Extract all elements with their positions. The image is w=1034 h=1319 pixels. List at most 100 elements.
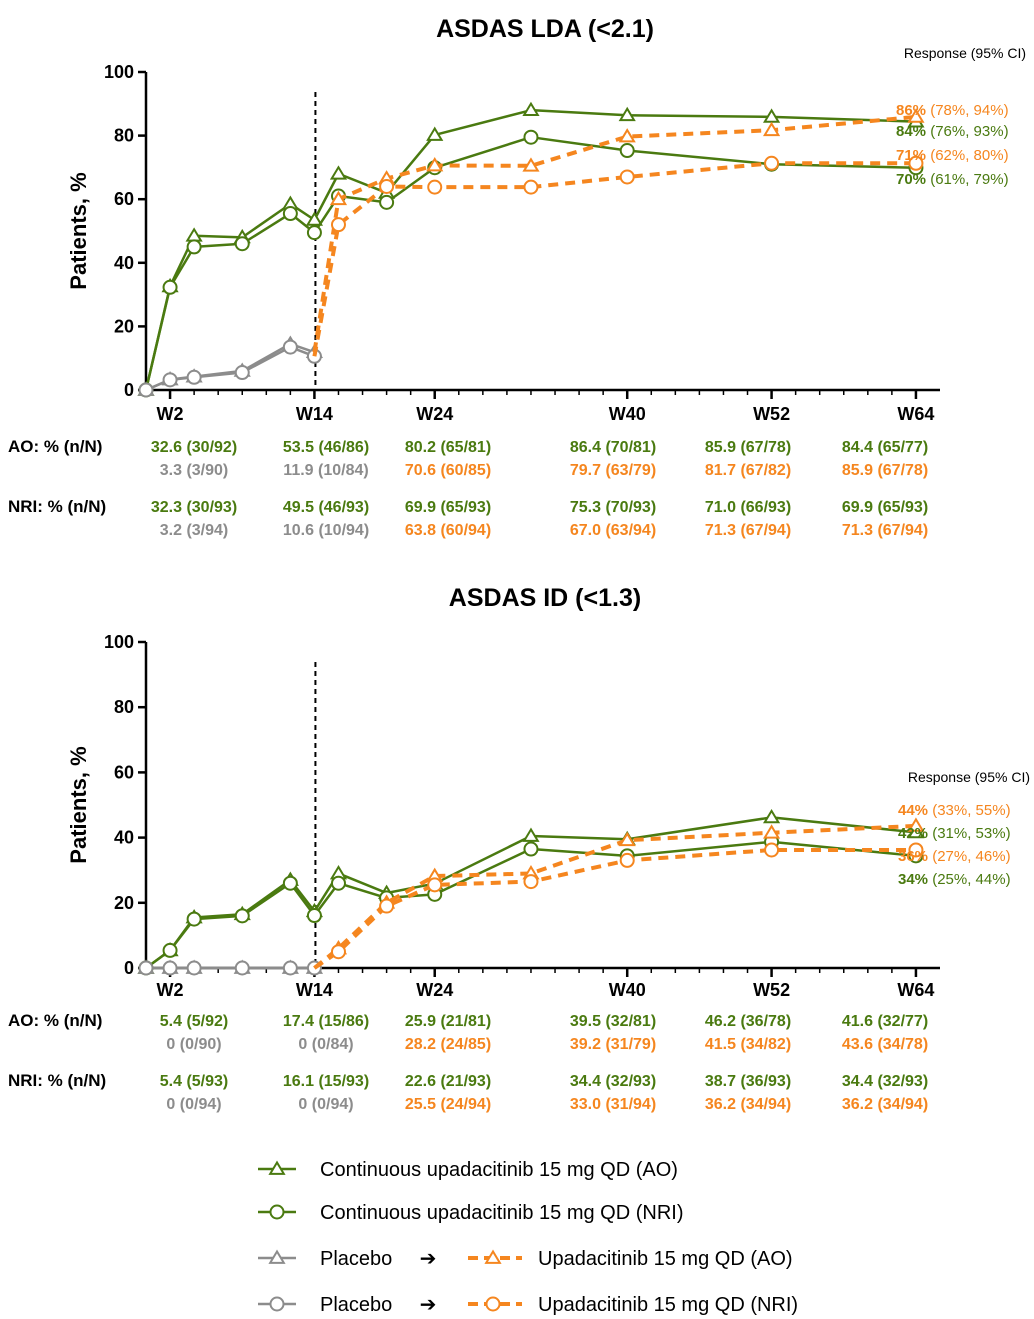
response-ci: (78%, 94%) (926, 102, 1009, 119)
table-cell: 0 (0/90) (166, 1036, 221, 1053)
y-axis-label: Patients, % (66, 746, 91, 863)
data-point (379, 898, 395, 914)
legend-item-2: Placebo ➔ Upadacitinib 15 mg QD (AO) (258, 1248, 793, 1270)
x-tick-label: W2 (157, 404, 184, 424)
data-point (186, 960, 202, 976)
series-line (313, 823, 917, 970)
table-cell: 38.7 (36/93) (705, 1073, 791, 1090)
response-pct: 70% (896, 171, 926, 188)
data-point (618, 128, 636, 143)
table-cell: 79.7 (63/79) (570, 462, 656, 479)
y-tick-label: 40 (114, 828, 134, 848)
table-cell: 69.9 (65/93) (842, 499, 928, 516)
table-cell: 67.0 (63/94) (570, 522, 656, 539)
chart-title: ASDAS LDA (<2.1) (436, 15, 654, 43)
y-axis-label: Patients, % (66, 172, 91, 289)
table-cell: 80.2 (65/81) (405, 439, 491, 456)
table-cell: 3.2 (3/94) (160, 522, 228, 539)
data-point (618, 106, 636, 122)
data-point (908, 842, 924, 858)
data-point (427, 179, 443, 195)
arrow-icon: ➔ (420, 1248, 437, 1270)
row-label-nri: NRI: % (n/N) (8, 497, 106, 516)
data-point (282, 875, 298, 891)
data-point (762, 108, 781, 123)
table-cell: 17.4 (15/86) (283, 1013, 369, 1030)
data-point (186, 239, 202, 255)
table-cell: 39.2 (31/79) (570, 1036, 656, 1053)
series-line (312, 114, 917, 353)
data-point (306, 908, 322, 924)
data-point (427, 877, 443, 893)
data-point (330, 944, 346, 960)
y-tick-label: 0 (124, 958, 134, 978)
data-point (522, 827, 540, 842)
data-point (234, 908, 250, 924)
table-cell: 43.6 (34/78) (842, 1036, 928, 1053)
table-cell: 25.5 (24/94) (405, 1096, 491, 1113)
table-cell: 22.6 (21/93) (405, 1073, 491, 1090)
table-cell: 41.6 (32/77) (842, 1013, 928, 1030)
data-point (523, 179, 539, 195)
series-0 (137, 808, 925, 974)
x-tick-label: W14 (296, 404, 333, 424)
y-tick-label: 20 (114, 893, 134, 913)
y-tick-label: 60 (114, 189, 134, 209)
series-1 (138, 834, 924, 976)
data-point (764, 842, 780, 858)
legend-prefix: Placebo (320, 1294, 392, 1316)
response-label: 36% (27%, 46%) (898, 848, 1011, 865)
table-cell: 84.4 (65/77) (842, 439, 928, 456)
table-cell: 75.3 (70/93) (570, 499, 656, 516)
data-point (234, 365, 250, 381)
legend-marker (268, 1249, 286, 1264)
response-pct: 71% (896, 147, 926, 164)
data-point (306, 225, 322, 241)
data-point (162, 942, 178, 958)
series-5 (313, 842, 924, 970)
x-tick-label: W52 (753, 404, 790, 424)
arrow-icon: ➔ (420, 1294, 437, 1316)
data-point (426, 157, 444, 172)
data-point (162, 279, 178, 295)
y-tick-label: 80 (114, 697, 134, 717)
data-point (162, 960, 178, 976)
legend-item-3: Placebo ➔ Upadacitinib 15 mg QD (NRI) (258, 1294, 798, 1316)
data-point (330, 217, 346, 233)
table-cell: 10.6 (10/94) (283, 522, 369, 539)
data-point (426, 126, 444, 141)
data-point (138, 382, 154, 398)
data-point (619, 143, 635, 159)
legend-marker (269, 1204, 285, 1220)
data-point (762, 824, 781, 839)
table-cell: 36.2 (34/94) (705, 1096, 791, 1113)
data-point (523, 129, 539, 145)
data-point (764, 155, 780, 171)
response-ci: (76%, 93%) (926, 123, 1009, 140)
response-ci: (33%, 55%) (928, 802, 1011, 819)
response-label: 86% (78%, 94%) (896, 102, 1009, 119)
series-line (145, 840, 917, 970)
series-0 (137, 101, 925, 396)
series-5 (312, 155, 924, 357)
x-tick-label: W40 (609, 404, 646, 424)
data-point (618, 831, 636, 847)
data-point (523, 841, 539, 857)
row-label-nri: NRI: % (n/N) (8, 1071, 106, 1090)
row-label-ao: AO: % (n/N) (8, 1011, 102, 1030)
legend-marker (268, 1160, 286, 1175)
x-tick-label: W2 (157, 980, 184, 1000)
table-cell: 3.3 (3/90) (160, 462, 228, 479)
response-label: 42% (31%, 53%) (898, 825, 1011, 842)
response-label: 70% (61%, 79%) (896, 171, 1009, 188)
response-pct: 86% (896, 102, 926, 119)
data-point (329, 190, 348, 206)
data-point (282, 960, 298, 976)
response-label: 71% (62%, 80%) (896, 147, 1009, 164)
table-cell: 85.9 (67/78) (842, 462, 928, 479)
x-tick-label: W64 (897, 404, 934, 424)
table-cell: 36.2 (34/94) (842, 1096, 928, 1113)
table-cell: 86.4 (70/81) (570, 439, 656, 456)
table-cell: 71.3 (67/94) (842, 522, 928, 539)
series-3 (138, 339, 322, 398)
